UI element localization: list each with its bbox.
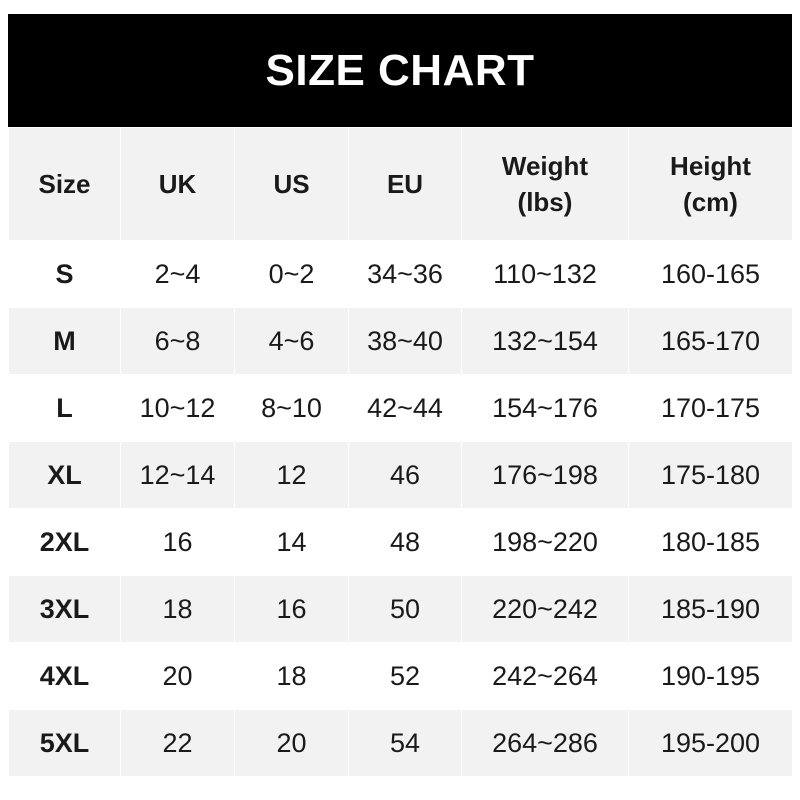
cell-eu: 54 xyxy=(348,709,462,777)
cell-height: 195-200 xyxy=(628,709,793,777)
cell-size: S xyxy=(8,240,121,308)
cell-weight: 176~198 xyxy=(461,441,629,509)
table-row: S 2~4 0~2 34~36 110~132 160-165 xyxy=(8,240,793,308)
cell-eu: 48 xyxy=(348,508,462,576)
table-row: XL 12~14 12 46 176~198 175-180 xyxy=(8,441,793,509)
cell-us: 20 xyxy=(234,709,349,777)
cell-us: 4~6 xyxy=(234,307,349,375)
header-label: US xyxy=(273,168,310,199)
cell-height: 185-190 xyxy=(628,575,793,643)
cell-height: 165-170 xyxy=(628,307,793,375)
size-chart-title: SIZE CHART xyxy=(8,14,792,127)
cell-size: 2XL xyxy=(8,508,121,576)
header-label: UK xyxy=(158,168,197,199)
cell-uk: 12~14 xyxy=(120,441,235,509)
cell-uk: 6~8 xyxy=(120,307,235,375)
table-row: 5XL 22 20 54 264~286 195-200 xyxy=(8,709,793,777)
header-size: Size xyxy=(8,127,121,241)
cell-height: 160-165 xyxy=(628,240,793,308)
table-row: 4XL 20 18 52 242~264 190-195 xyxy=(8,642,793,710)
table-row: M 6~8 4~6 38~40 132~154 165-170 xyxy=(8,307,793,375)
cell-uk: 2~4 xyxy=(120,240,235,308)
cell-size: XL xyxy=(8,441,121,509)
cell-us: 8~10 xyxy=(234,374,349,442)
cell-size: L xyxy=(8,374,121,442)
header-label: Size xyxy=(38,168,91,199)
cell-eu: 38~40 xyxy=(348,307,462,375)
header-eu: EU xyxy=(348,127,462,241)
size-chart-table: Size UK US EU Weight (lbs) Height (cm) S 2~4 0~2 3… xyxy=(8,127,793,777)
cell-size: 4XL xyxy=(8,642,121,710)
header-label: EU xyxy=(386,168,424,199)
cell-size: 3XL xyxy=(8,575,121,643)
cell-uk: 18 xyxy=(120,575,235,643)
cell-us: 12 xyxy=(234,441,349,509)
cell-uk: 22 xyxy=(120,709,235,777)
header-us: US xyxy=(234,127,349,241)
header-uk: UK xyxy=(120,127,235,241)
cell-weight: 154~176 xyxy=(461,374,629,442)
cell-us: 0~2 xyxy=(234,240,349,308)
cell-us: 14 xyxy=(234,508,349,576)
cell-eu: 46 xyxy=(348,441,462,509)
table-row: 3XL 18 16 50 220~242 185-190 xyxy=(8,575,793,643)
cell-weight: 198~220 xyxy=(461,508,629,576)
header-height: Height (cm) xyxy=(628,127,793,241)
cell-size: 5XL xyxy=(8,709,121,777)
header-label: Height xyxy=(670,150,751,181)
table-row: 2XL 16 14 48 198~220 180-185 xyxy=(8,508,793,576)
table-row: L 10~12 8~10 42~44 154~176 170-175 xyxy=(8,374,793,442)
cell-eu: 34~36 xyxy=(348,240,462,308)
cell-us: 18 xyxy=(234,642,349,710)
cell-height: 180-185 xyxy=(628,508,793,576)
header-weight: Weight (lbs) xyxy=(461,127,629,241)
header-unit: (lbs) xyxy=(517,187,573,217)
cell-uk: 20 xyxy=(120,642,235,710)
cell-size: M xyxy=(8,307,121,375)
cell-uk: 10~12 xyxy=(120,374,235,442)
cell-weight: 264~286 xyxy=(461,709,629,777)
cell-weight: 242~264 xyxy=(461,642,629,710)
header-row: Size UK US EU Weight (lbs) Height (cm) xyxy=(8,127,793,241)
header-label: Weight xyxy=(501,150,589,181)
cell-height: 190-195 xyxy=(628,642,793,710)
cell-eu: 50 xyxy=(348,575,462,643)
header-unit: (cm) xyxy=(683,187,738,217)
cell-uk: 16 xyxy=(120,508,235,576)
cell-height: 170-175 xyxy=(628,374,793,442)
cell-us: 16 xyxy=(234,575,349,643)
cell-eu: 52 xyxy=(348,642,462,710)
cell-weight: 220~242 xyxy=(461,575,629,643)
cell-eu: 42~44 xyxy=(348,374,462,442)
cell-weight: 110~132 xyxy=(461,240,629,308)
cell-weight: 132~154 xyxy=(461,307,629,375)
cell-height: 175-180 xyxy=(628,441,793,509)
